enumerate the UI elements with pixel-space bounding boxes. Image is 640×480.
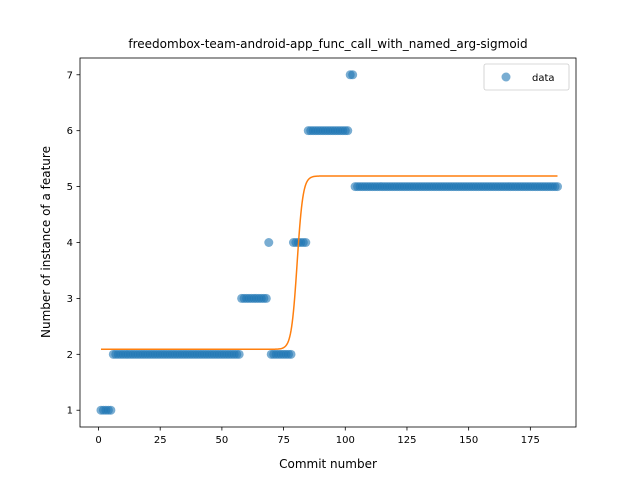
y-tick-label: 4 [67,238,73,249]
data-point [234,349,244,359]
legend: data [483,63,570,91]
chart-title: freedombox-team-android-app_func_call_wi… [128,37,527,51]
x-tick-label: 125 [397,435,416,446]
data-point [106,405,116,415]
data-point [286,349,296,359]
x-tick-label: 100 [336,435,355,446]
y-tick-label: 2 [67,350,73,361]
sigmoid-fit-line [100,175,558,351]
legend-box [483,63,570,91]
y-tick-label: 3 [67,294,73,305]
plot-area [96,70,562,415]
legend-label-data: data [532,73,555,84]
y-axis-label: Number of instance of a feature [39,146,53,338]
y-tick-label: 5 [67,182,73,193]
y-tick-label: 1 [67,406,73,417]
axis-ticks: 0 25 50 75 100 125 150 175 1 2 3 4 5 6 7 [67,70,540,446]
data-point [348,70,358,80]
x-tick-label: 25 [154,435,167,446]
data-point [343,126,353,136]
axes-frame [79,57,577,428]
x-tick-label: 50 [216,435,229,446]
y-tick-label: 7 [67,70,73,81]
data-point [264,238,274,247]
x-axis-label: Commit number [279,457,377,471]
x-tick-label: 0 [95,435,101,446]
data-point [261,293,271,303]
y-tick-label: 6 [67,126,73,137]
data-point [301,238,311,247]
x-tick-label: 175 [521,435,540,446]
x-tick-label: 150 [459,435,478,446]
legend-marker-data [501,72,511,82]
x-tick-label: 75 [277,435,290,446]
data-point [552,182,562,192]
